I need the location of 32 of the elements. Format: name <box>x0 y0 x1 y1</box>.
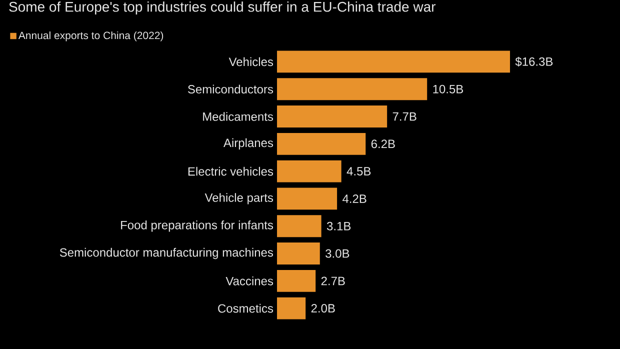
bar <box>277 270 316 292</box>
y-tick-label: Airplanes <box>223 138 274 150</box>
bar <box>277 50 510 73</box>
y-tick-label: Electric vehicles <box>188 166 274 176</box>
data-label: 2.0B <box>311 304 335 313</box>
data-label: 4.2B <box>342 194 366 203</box>
y-tick-label: Food preparations for infants <box>121 220 274 232</box>
y-tick-label: Vehicle parts <box>204 193 274 204</box>
data-label: 3.1B <box>326 222 351 230</box>
bar <box>277 188 338 210</box>
y-tick-label: Semiconductor manufacturing machines <box>60 248 273 260</box>
bar <box>277 242 320 264</box>
y-tick-label: Vehicles <box>228 57 274 66</box>
bar <box>277 78 428 100</box>
y-tick-label: Cosmetics <box>218 304 274 313</box>
chart-title: Some of Europe's top industries could suffer in a EU-China trade war <box>9 2 436 15</box>
data-label: 2.7B <box>321 276 345 286</box>
bar <box>277 297 306 320</box>
data-label: 10.5B <box>433 84 464 94</box>
data-label: 6.2B <box>371 140 395 148</box>
y-tick-label: Semiconductors <box>188 84 274 94</box>
data-label: 4.5B <box>346 167 371 176</box>
data-label: $16.3B <box>515 56 553 67</box>
y-tick-label: Vaccines <box>226 276 274 286</box>
legend-label: Annual exports to China (2022) <box>18 31 164 42</box>
data-label: 3.0B <box>326 249 350 258</box>
data-label: 7.7B <box>392 112 416 121</box>
bar <box>277 215 322 238</box>
bar <box>277 132 366 155</box>
y-tick-label: Medicaments <box>203 112 274 121</box>
bar <box>277 160 342 182</box>
bar <box>277 106 388 128</box>
